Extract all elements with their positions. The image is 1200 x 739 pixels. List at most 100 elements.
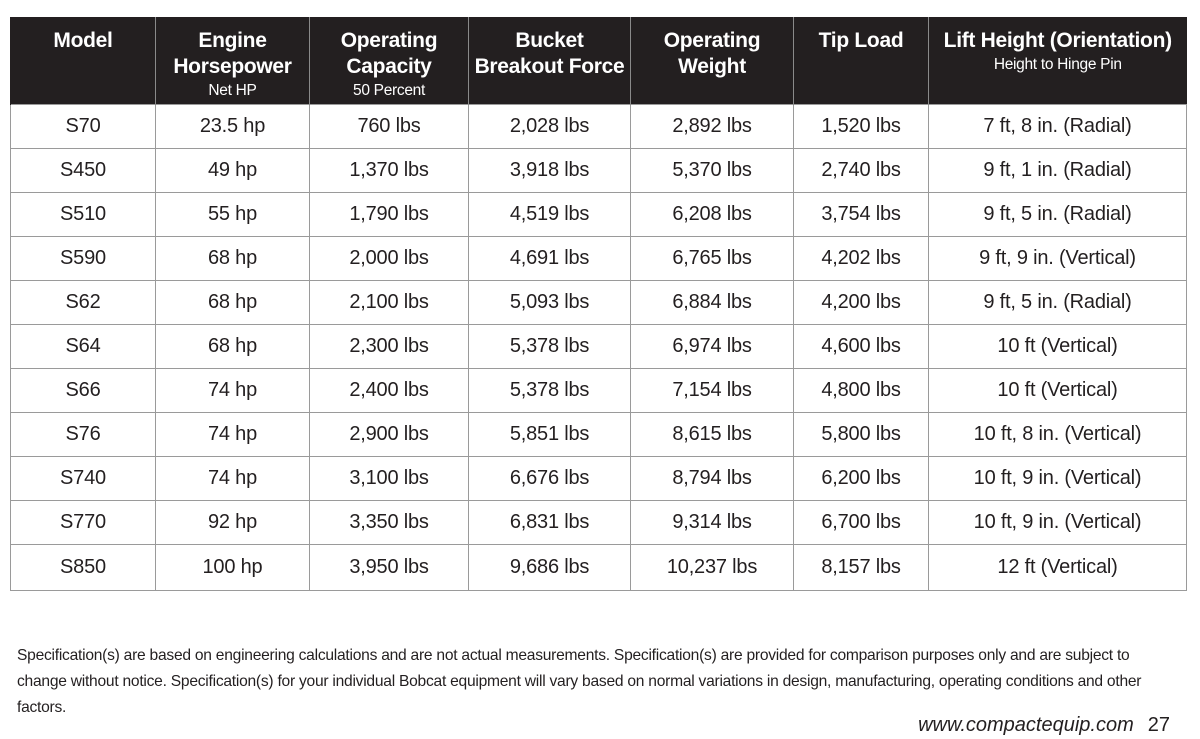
cell-model: S590 [10, 235, 156, 281]
cell-model: S64 [10, 323, 156, 369]
header-label: Model [53, 29, 113, 52]
cell-bucket-breakout-force: 5,093 lbs [468, 279, 631, 325]
cell-operating-capacity: 2,900 lbs [309, 411, 469, 457]
cell-engine-horsepower: 100 hp [155, 543, 310, 591]
cell-operating-weight: 8,615 lbs [630, 411, 794, 457]
cell-bucket-breakout-force: 5,851 lbs [468, 411, 631, 457]
page-number: 27 [1147, 714, 1170, 736]
header-label: Engine Horsepower [173, 29, 292, 78]
spec-table: Model Engine Horsepower Net HP Operating… [10, 17, 1187, 591]
cell-tip-load: 8,157 lbs [793, 543, 929, 591]
cell-operating-capacity: 1,790 lbs [309, 191, 469, 237]
table-row: S590 68 hp 2,000 lbs 4,691 lbs 6,765 lbs 4,20… [10, 235, 1187, 281]
cell-tip-load: 4,200 lbs [793, 279, 929, 325]
cell-operating-capacity: 3,950 lbs [309, 543, 469, 591]
table-row: S510 55 hp 1,790 lbs 4,519 lbs 6,208 lbs 3,75… [10, 191, 1187, 237]
cell-model: S70 [10, 103, 156, 149]
cell-model: S850 [10, 543, 156, 591]
header-sublabel: Net HP [208, 82, 257, 99]
cell-engine-horsepower: 74 hp [155, 455, 310, 501]
header-label: Bucket Breakout Force [474, 29, 625, 78]
table-row: S770 92 hp 3,350 lbs 6,831 lbs 9,314 lbs 6,70… [10, 499, 1187, 545]
cell-lift-height: 10 ft (Vertical) [928, 367, 1187, 413]
cell-lift-height: 7 ft, 8 in. (Radial) [928, 103, 1187, 149]
table-row: S850 100 hp 3,950 lbs 9,686 lbs 10,237 lbs 8,… [10, 543, 1187, 591]
header-label: Lift Height (Orientation) [943, 29, 1172, 52]
cell-lift-height: 10 ft (Vertical) [928, 323, 1187, 369]
cell-model: S66 [10, 367, 156, 413]
cell-engine-horsepower: 74 hp [155, 367, 310, 413]
cell-engine-horsepower: 68 hp [155, 235, 310, 281]
cell-operating-weight: 2,892 lbs [630, 103, 794, 149]
header-model: Model [10, 17, 156, 104]
table-row: S64 68 hp 2,300 lbs 5,378 lbs 6,974 lbs 4,600… [10, 323, 1187, 369]
cell-bucket-breakout-force: 6,676 lbs [468, 455, 631, 501]
cell-operating-capacity: 2,100 lbs [309, 279, 469, 325]
cell-bucket-breakout-force: 6,831 lbs [468, 499, 631, 545]
cell-tip-load: 6,200 lbs [793, 455, 929, 501]
cell-engine-horsepower: 49 hp [155, 147, 310, 193]
cell-operating-weight: 9,314 lbs [630, 499, 794, 545]
cell-operating-weight: 6,765 lbs [630, 235, 794, 281]
cell-engine-horsepower: 55 hp [155, 191, 310, 237]
cell-tip-load: 3,754 lbs [793, 191, 929, 237]
header-label: Tip Load [818, 29, 904, 52]
cell-engine-horsepower: 68 hp [155, 279, 310, 325]
cell-tip-load: 6,700 lbs [793, 499, 929, 545]
cell-operating-capacity: 1,370 lbs [309, 147, 469, 193]
cell-lift-height: 9 ft, 1 in. (Radial) [928, 147, 1187, 193]
cell-engine-horsepower: 23.5 hp [155, 103, 310, 149]
cell-lift-height: 9 ft, 5 in. (Radial) [928, 279, 1187, 325]
header-tip-load: Tip Load [793, 17, 929, 104]
cell-operating-capacity: 3,100 lbs [309, 455, 469, 501]
cell-bucket-breakout-force: 4,691 lbs [468, 235, 631, 281]
cell-lift-height: 12 ft (Vertical) [928, 543, 1187, 591]
cell-operating-weight: 8,794 lbs [630, 455, 794, 501]
header-sublabel: Height to Hinge Pin [993, 56, 1122, 73]
table-row: S70 23.5 hp 760 lbs 2,028 lbs 2,892 lbs 1,520… [10, 103, 1187, 149]
cell-model: S740 [10, 455, 156, 501]
cell-tip-load: 5,800 lbs [793, 411, 929, 457]
cell-operating-weight: 7,154 lbs [630, 367, 794, 413]
footer-url: www.compactequip.com [918, 714, 1134, 736]
cell-tip-load: 4,800 lbs [793, 367, 929, 413]
cell-model: S510 [10, 191, 156, 237]
cell-bucket-breakout-force: 4,519 lbs [468, 191, 631, 237]
cell-model: S76 [10, 411, 156, 457]
header-label: Operating Capacity [340, 29, 438, 78]
header-label: Operating Weight [663, 29, 761, 78]
cell-model: S450 [10, 147, 156, 193]
table-row: S76 74 hp 2,900 lbs 5,851 lbs 8,615 lbs 5,800… [10, 411, 1187, 457]
cell-engine-horsepower: 74 hp [155, 411, 310, 457]
cell-operating-capacity: 760 lbs [309, 103, 469, 149]
cell-lift-height: 10 ft, 9 in. (Vertical) [928, 455, 1187, 501]
cell-bucket-breakout-force: 9,686 lbs [468, 543, 631, 591]
cell-tip-load: 2,740 lbs [793, 147, 929, 193]
header-row: Model Engine Horsepower Net HP Operating… [10, 17, 1187, 104]
cell-bucket-breakout-force: 2,028 lbs [468, 103, 631, 149]
cell-engine-horsepower: 92 hp [155, 499, 310, 545]
cell-tip-load: 4,202 lbs [793, 235, 929, 281]
cell-operating-capacity: 3,350 lbs [309, 499, 469, 545]
cell-operating-capacity: 2,000 lbs [309, 235, 469, 281]
cell-tip-load: 1,520 lbs [793, 103, 929, 149]
table-body: S70 23.5 hp 760 lbs 2,028 lbs 2,892 lbs 1,520… [10, 103, 1187, 591]
cell-lift-height: 10 ft, 9 in. (Vertical) [928, 499, 1187, 545]
disclaimer-text: Specification(s) are based on engineerin… [17, 647, 1142, 716]
table-row: S66 74 hp 2,400 lbs 5,378 lbs 7,154 lbs 4,800… [10, 367, 1187, 413]
cell-lift-height: 10 ft, 8 in. (Vertical) [928, 411, 1187, 457]
page-footer: www.compactequip.com 27 [918, 714, 1170, 737]
header-engine-horsepower: Engine Horsepower Net HP [155, 17, 310, 104]
cell-engine-horsepower: 68 hp [155, 323, 310, 369]
cell-bucket-breakout-force: 5,378 lbs [468, 367, 631, 413]
cell-bucket-breakout-force: 5,378 lbs [468, 323, 631, 369]
header-sublabel: 50 Percent [353, 82, 425, 99]
cell-lift-height: 9 ft, 9 in. (Vertical) [928, 235, 1187, 281]
header-lift-height: Lift Height (Orientation) Height to Hing… [928, 17, 1187, 104]
cell-operating-weight: 10,237 lbs [630, 543, 794, 591]
cell-operating-weight: 6,208 lbs [630, 191, 794, 237]
table-row: S450 49 hp 1,370 lbs 3,918 lbs 5,370 lbs 2,74… [10, 147, 1187, 193]
cell-operating-capacity: 2,300 lbs [309, 323, 469, 369]
cell-operating-weight: 6,884 lbs [630, 279, 794, 325]
header-bucket-breakout-force: Bucket Breakout Force [468, 17, 631, 104]
